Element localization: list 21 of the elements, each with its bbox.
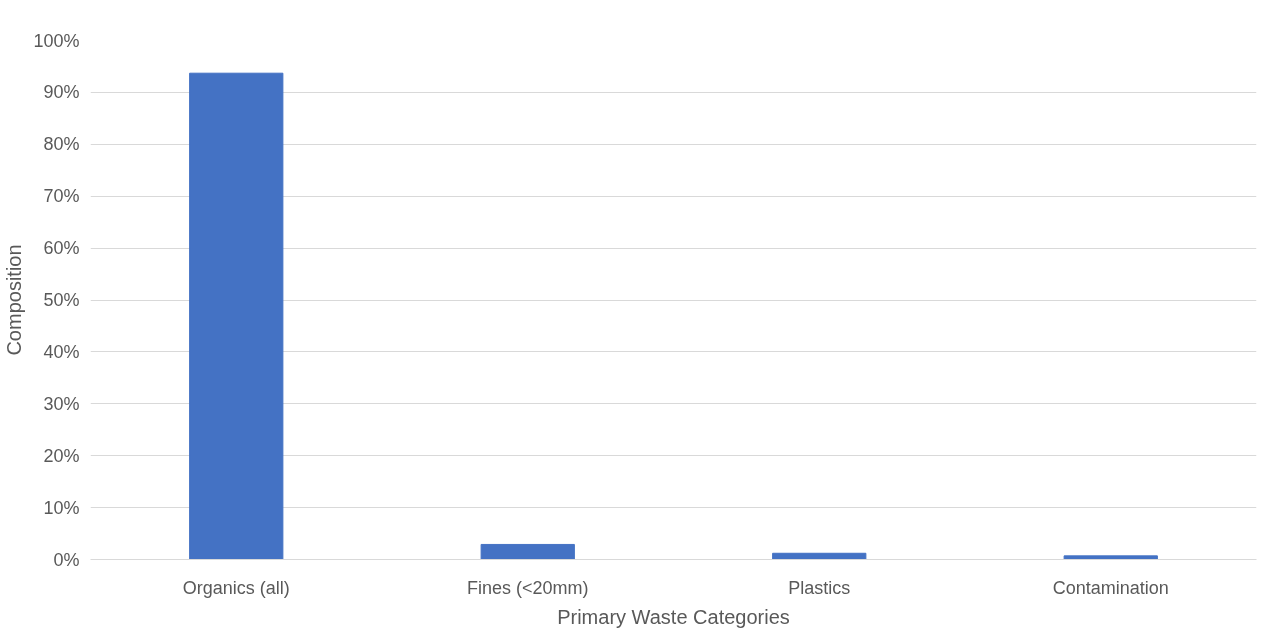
y-tick-label: 80% — [43, 134, 80, 155]
y-tick-label: 10% — [43, 497, 80, 518]
y-tick-label: 70% — [43, 186, 80, 207]
y-tick-label: 20% — [43, 445, 80, 466]
x-axis-title: Primary Waste Categories — [557, 605, 790, 628]
y-tick-label: 100% — [33, 30, 80, 51]
y-axis-title: Composition — [3, 244, 26, 356]
y-tick-label: 90% — [43, 82, 80, 103]
x-tick-label: Organics (all) — [182, 577, 290, 598]
bar — [480, 543, 575, 560]
x-tick-label: Fines (<20mm) — [466, 577, 589, 598]
bar — [189, 72, 284, 560]
y-tick-label: 50% — [43, 290, 80, 310]
y-tick-label: 0% — [53, 549, 80, 570]
x-tick-label: Contamination — [1052, 577, 1169, 598]
bar — [772, 552, 867, 560]
y-tick-label: 40% — [43, 341, 80, 362]
y-tick-label: 30% — [43, 393, 80, 414]
bar — [1063, 555, 1158, 560]
y-tick-label: 60% — [43, 238, 80, 259]
x-tick-label: Plastics — [788, 577, 851, 598]
